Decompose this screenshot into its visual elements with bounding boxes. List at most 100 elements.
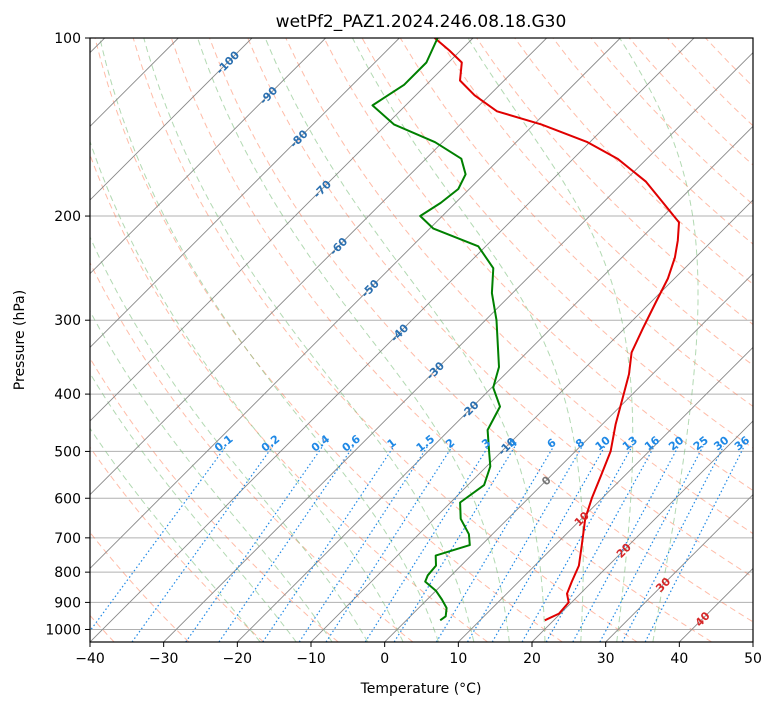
isotherm-label: 20	[614, 540, 634, 560]
x-tick-label: 10	[449, 651, 467, 667]
isotherm-line	[384, 273, 753, 642]
moist-adiabats	[90, 38, 699, 642]
moist-adiabat	[352, 38, 584, 642]
isotherm-line	[90, 38, 253, 201]
moist-adiabat	[619, 38, 699, 642]
mixing-ratio-label: 20	[666, 433, 686, 453]
mixing-ratio-line	[185, 445, 324, 642]
isotherm-label: -50	[359, 277, 382, 300]
y-tick-label: 600	[54, 491, 81, 507]
moist-adiabat	[90, 139, 404, 642]
mixing-ratio-label: 36	[732, 433, 752, 453]
chart-title: wetPf2_PAZ1.2024.246.08.18.G30	[276, 12, 567, 32]
dewpoint-line	[371, 38, 501, 622]
plot-frame	[89, 37, 754, 643]
isotherm-line	[90, 38, 621, 569]
dry-adiabat	[90, 446, 264, 642]
dry-adiabat	[514, 38, 753, 285]
y-tick-label: 100	[54, 31, 81, 47]
mixing-ratio-label: 2	[443, 436, 457, 451]
dry-adiabat	[170, 38, 712, 642]
mixing-ratio-label: 3	[479, 436, 493, 451]
isotherm-grid	[90, 38, 753, 642]
isotherm-label: -70	[311, 177, 334, 200]
x-tick-label: 0	[380, 651, 389, 667]
isotherm-line	[90, 38, 547, 496]
mixing-ratio-line	[545, 445, 655, 642]
mixing-ratio-line	[131, 445, 274, 642]
mixing-ratio-line	[262, 445, 395, 642]
y-axis-ticks: 100 200 300 400 500 600 700 800 900 1000	[45, 31, 90, 638]
moist-adiabat	[99, 38, 439, 642]
dry-adiabat	[90, 357, 339, 642]
x-tick-label: −10	[296, 651, 326, 667]
mixing-ratio-label: 30	[711, 433, 731, 453]
x-tick-label: −40	[75, 651, 105, 667]
mixing-ratio-line	[599, 445, 704, 642]
mixing-ratio-label: 25	[691, 434, 711, 454]
dry-adiabat	[90, 531, 190, 642]
dry-adiabats	[90, 38, 753, 642]
sounding-series	[371, 38, 680, 622]
y-tick-label: 800	[54, 565, 81, 581]
dry-adiabat	[90, 153, 488, 642]
mixing-ratio-line	[364, 445, 489, 642]
y-tick-label: 400	[54, 387, 81, 403]
x-axis-ticks: −40 −30 −20 −10 0 10 20 30 40 50	[75, 642, 762, 667]
mixing-ratio-line	[325, 445, 453, 642]
dry-adiabat	[437, 38, 753, 366]
plot-area: -100-90-80-70-60-50-40-30-20-10010203040…	[90, 38, 753, 642]
mixing-ratio-line	[491, 445, 606, 642]
isotherm-line	[458, 346, 753, 642]
isotherm-label: -30	[424, 359, 447, 382]
mixing-ratio-line	[218, 445, 354, 642]
mixing-ratio-label: 16	[642, 433, 662, 453]
moist-adiabat	[143, 38, 475, 642]
isotherm-line	[163, 52, 753, 642]
x-tick-label: −30	[149, 651, 179, 667]
isotherm-label: -60	[327, 235, 350, 258]
dry-adiabat	[323, 38, 753, 492]
mixing-ratio-line	[435, 445, 555, 642]
isotherm-label: -100	[214, 48, 243, 77]
x-tick-label: −20	[223, 651, 253, 667]
mixing-ratio-line	[572, 445, 679, 642]
dry-adiabat	[247, 38, 753, 578]
isotherm-label: 10	[572, 509, 592, 529]
y-tick-label: 300	[54, 313, 81, 329]
mixing-ratio-line	[393, 445, 516, 642]
isotherm-label: -80	[287, 127, 310, 150]
dry-adiabat	[132, 38, 638, 642]
mixing-ratio-line	[521, 445, 633, 642]
isotherm-label: 40	[693, 609, 713, 629]
moist-adiabat	[90, 372, 297, 642]
dry-adiabat	[667, 38, 753, 127]
isotherm-line	[90, 38, 474, 422]
mixing-ratio-line	[298, 445, 429, 642]
moist-adiabat	[264, 38, 546, 642]
mixing-ratio-line	[90, 445, 227, 632]
mixing-ratio-line	[466, 445, 583, 642]
moist-adiabat	[90, 427, 261, 642]
moist-adiabat	[90, 310, 333, 642]
x-tick-label: 50	[744, 651, 762, 667]
y-tick-label: 200	[54, 209, 81, 225]
isotherm-line	[605, 494, 753, 642]
isotherm-line	[90, 38, 326, 275]
y-tick-label: 700	[54, 531, 81, 547]
dry-adiabat	[94, 38, 563, 642]
y-tick-label: 500	[54, 444, 81, 460]
dry-adiabat	[285, 38, 753, 535]
isotherm-line	[237, 125, 753, 642]
isotherm-label: -90	[257, 84, 280, 107]
x-tick-label: 20	[523, 651, 541, 667]
dry-adiabat	[209, 38, 753, 623]
mixing-ratio-lines	[90, 445, 745, 642]
mixing-ratio-line	[644, 445, 745, 642]
moist-adiabat	[90, 235, 369, 642]
isotherm-line	[752, 641, 753, 642]
temperature-line	[434, 38, 680, 622]
dry-adiabat	[476, 38, 753, 326]
dry-adiabat	[90, 261, 414, 642]
